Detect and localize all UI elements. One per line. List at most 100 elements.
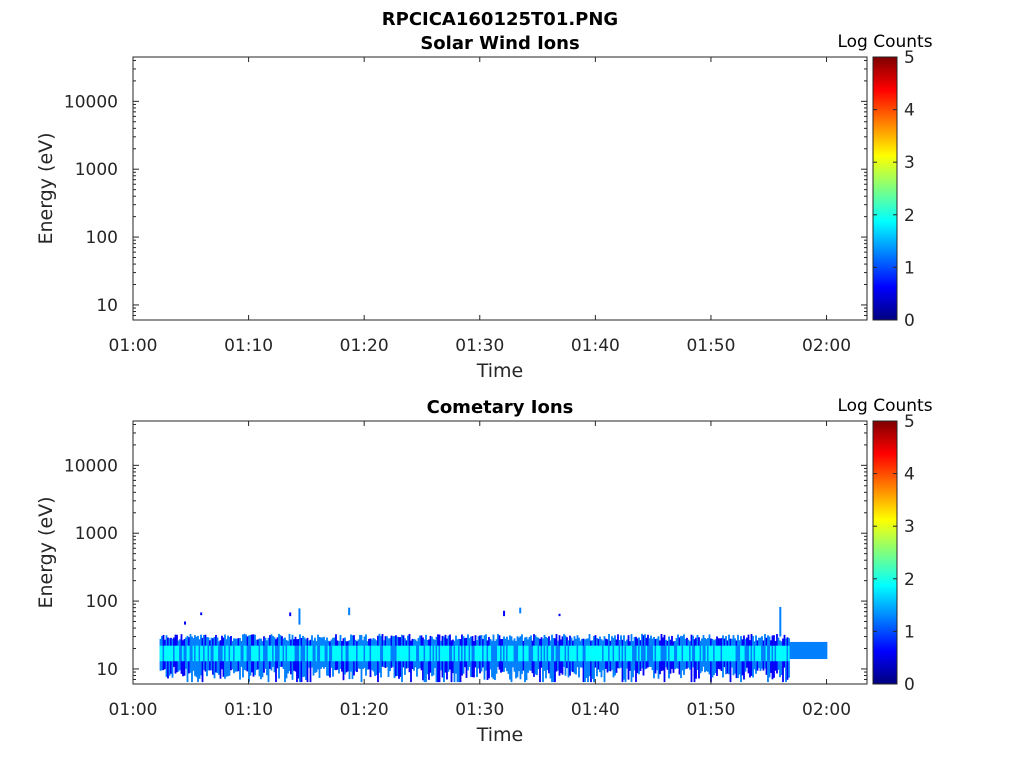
band-slice: [332, 645, 334, 662]
band-slice: [365, 645, 367, 662]
band-slice: [329, 645, 331, 662]
band-slice: [657, 645, 660, 662]
band-slice: [330, 645, 333, 662]
band-slice: [621, 645, 624, 662]
band-slice: [225, 645, 228, 662]
band-slice: [291, 645, 294, 662]
band-slice: [758, 645, 760, 662]
colorbar-gradient: [872, 420, 898, 685]
band-slice: [251, 645, 253, 662]
band-slice: [273, 645, 276, 662]
band-slice: [489, 645, 492, 662]
band-slice: [245, 645, 247, 662]
band-slice: [771, 645, 774, 662]
band-slice: [639, 645, 642, 662]
band-slice: [185, 645, 187, 662]
band-slice: [648, 645, 651, 662]
band-slice: [504, 645, 507, 662]
band-slice: [483, 645, 486, 662]
band-slice: [402, 645, 405, 662]
band-slice: [512, 645, 514, 662]
band-slice: [716, 645, 718, 662]
colorbar-tick-label: 4: [904, 465, 915, 485]
band-slice: [281, 645, 283, 662]
band-slice: [191, 645, 193, 662]
band-slice: [759, 645, 762, 662]
band-slice: [407, 645, 409, 662]
band-slice: [288, 645, 291, 662]
band-slice: [338, 645, 340, 662]
band-slice: [312, 645, 315, 662]
band-slice: [714, 645, 717, 662]
band-slice: [752, 645, 754, 662]
band-slice: [305, 645, 307, 662]
band-slice: [558, 645, 561, 662]
band-slice: [651, 645, 654, 662]
x-tick-label: 01:30: [455, 336, 504, 356]
band-slice: [599, 645, 601, 662]
band-slice: [729, 645, 732, 662]
band-slice: [228, 645, 231, 662]
band-slice: [243, 645, 246, 662]
band-slice: [471, 645, 474, 662]
band-slice: [446, 645, 448, 662]
band-slice: [417, 645, 420, 662]
band-slice: [641, 645, 643, 662]
band-slice: [554, 645, 556, 662]
band-slice: [567, 645, 570, 662]
band-slice: [656, 645, 658, 662]
band-slice: [597, 645, 600, 662]
plot-area: [133, 57, 867, 320]
band-slice: [453, 640, 456, 683]
band-slice: [414, 645, 417, 662]
band-slice: [522, 645, 525, 662]
band-slice: [789, 641, 792, 660]
band-slice: [548, 645, 550, 662]
x-tick-label: 01:20: [340, 700, 389, 720]
band-slice: [581, 645, 583, 662]
band-slice: [740, 645, 742, 662]
band-slice: [473, 645, 475, 662]
band-slice: [576, 645, 579, 662]
band-slice: [540, 645, 543, 662]
band-slice: [543, 645, 546, 662]
band-slice: [749, 645, 751, 662]
band-slice: [423, 645, 426, 662]
band-slice: [570, 645, 573, 662]
y-axis-label: Energy (eV): [35, 132, 57, 244]
band-slice: [612, 645, 615, 662]
data-spike: [184, 621, 187, 625]
band-slice: [399, 645, 402, 662]
band-slice: [518, 645, 520, 662]
data-band: [159, 645, 790, 662]
band-slice: [594, 645, 597, 662]
band-slice: [479, 645, 481, 662]
band-slice: [743, 645, 745, 662]
band-slice: [537, 645, 540, 662]
band-slice: [689, 645, 691, 662]
band-slice: [671, 645, 673, 662]
band-slice: [215, 645, 217, 662]
colorbar-gradient: [872, 56, 898, 321]
band-slice: [347, 645, 349, 662]
band-slice: [650, 645, 652, 662]
band-slice: [812, 641, 814, 660]
band-slice: [453, 645, 456, 662]
band-slice: [734, 645, 736, 662]
band-slice: [774, 645, 777, 662]
band-slice: [411, 645, 414, 662]
band-slice: [354, 645, 357, 662]
band-slice: [663, 645, 666, 662]
band-slice: [627, 645, 630, 662]
band-slice: [345, 645, 348, 662]
band-slice: [249, 645, 252, 662]
band-slice: [180, 645, 183, 662]
band-slice: [624, 645, 627, 662]
band-slice: [662, 645, 664, 662]
band-slice: [200, 645, 202, 662]
band-slice: [585, 645, 588, 662]
band-slice: [257, 645, 259, 662]
band-slice: [545, 645, 547, 662]
band-slice: [695, 645, 697, 662]
